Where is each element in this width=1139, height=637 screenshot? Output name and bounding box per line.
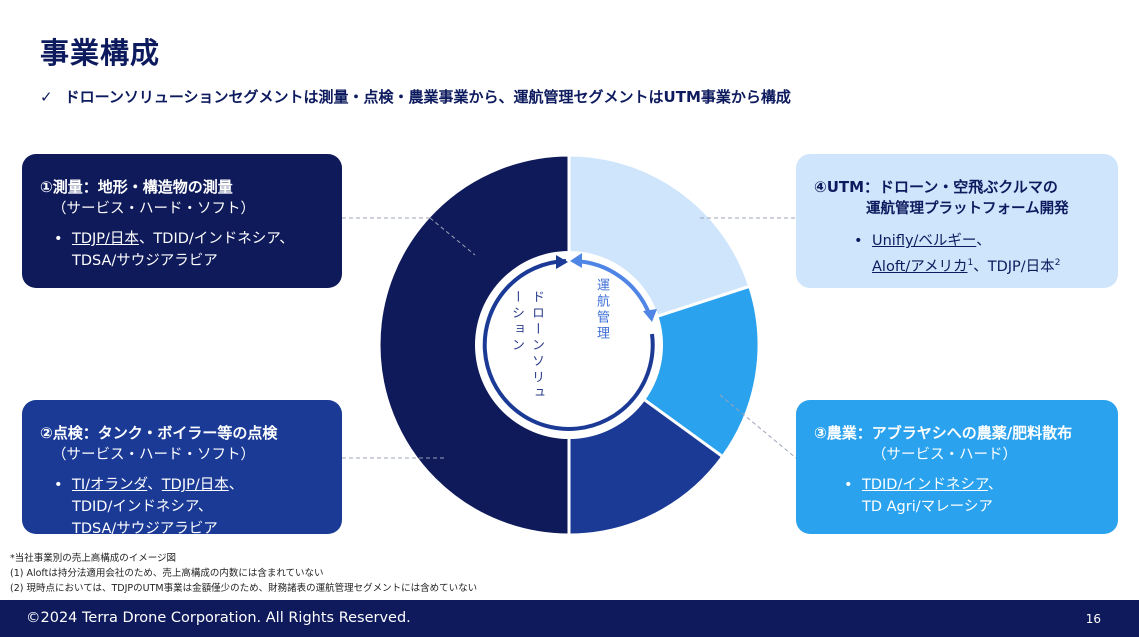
link-tdjp: TDJP/日本 [161, 477, 229, 493]
survey-line1-rest: 、TDID/インドネシア、 [138, 231, 294, 247]
list-item: • TI/オランダ、TDJP/日本、 TDID/インドネシア、 TDSA/サウジアラビ… [54, 474, 324, 540]
utm-list: • Unifly/ベルギー、 Aloft/アメリカ1、TDJP/日本2 [814, 230, 1100, 278]
list-item: • Unifly/ベルギー、 Aloft/アメリカ1、TDJP/日本2 [854, 230, 1100, 278]
agri-heading: ③農業：アブラヤシへの農薬/肥料散布 [814, 424, 1073, 442]
inspection-sub: （サービス・ハード・ソフト） [52, 447, 255, 463]
inspection-sep: 、 [147, 477, 162, 493]
subtitle-text: ドローンソリューションセグメントは測量・点検・農業事業から、運航管理セグメントは… [64, 88, 791, 106]
footnotes: *当社事業別の売上高構成のイメージ図 (1) Aloftは持分法適用会社のため、… [10, 551, 477, 596]
agri-l1-end: 、 [987, 477, 1003, 493]
drone-solution-label: ドローンソリューション [509, 290, 544, 402]
utm-l1-end: 、 [976, 233, 991, 249]
agri-list: • TDID/インドネシア、 TD Agri/マレーシア [814, 474, 1100, 518]
connector-survey-diag [429, 217, 476, 256]
agri-line2: TD Agri/マレーシア [862, 499, 993, 515]
note-2: (2) 現時点においては、TDJPのUTM事業は金額僅少のため、財務諸表の運航管… [10, 583, 478, 594]
inspection-line3: TDSA/サウジアラビア [72, 521, 218, 537]
note-1: (1) Aloftは持分法適用会社のため、売上高構成の内数には含まれていない [10, 568, 324, 579]
flight-mgmt-arrowhead-top [570, 253, 582, 268]
check-icon: ✓ [40, 88, 53, 106]
utm-heading-2: 運航管理プラットフォーム開発 [866, 201, 1069, 217]
survey-sub: （サービス・ハード・ソフト） [52, 201, 255, 217]
survey-heading: ①測量：地形・構造物の測量 [40, 178, 233, 196]
note-0: *当社事業別の売上高構成のイメージ図 [10, 553, 177, 564]
bullet-icon: • [844, 477, 853, 493]
link-tdjp: TDJP/日本 [72, 231, 139, 247]
survey-list: • TDJP/日本、TDID/インドネシア、 TDSA/サウジアラビア [40, 228, 324, 272]
flight-mgmt-label: 運航管理 [594, 278, 609, 342]
bullet-icon: • [54, 231, 63, 247]
footnote-1: 1 [967, 258, 974, 268]
subtitle: ✓ ドローンソリューションセグメントは測量・点検・農業事業から、運航管理セグメント… [40, 86, 791, 107]
link-ti: TI/オランダ [72, 477, 148, 493]
agri-sub: （サービス・ハード） [872, 447, 1017, 463]
inspection-end: 、 [228, 477, 244, 493]
bullet-icon: • [854, 233, 863, 249]
bullet-icon: • [54, 477, 63, 493]
box-inspection: ②点検：タンク・ボイラー等の点検 （サービス・ハード・ソフト） • TI/オランダ… [22, 400, 342, 537]
page-number: 16 [1085, 612, 1101, 626]
inspection-line2: TDID/インドネシア、 [72, 499, 213, 515]
footnote-2: 2 [1054, 258, 1061, 268]
connector-agri [719, 394, 797, 459]
inspection-list: • TI/オランダ、TDJP/日本、 TDID/インドネシア、 TDSA/サウジアラビ… [40, 474, 324, 540]
box-survey: ①測量：地形・構造物の測量 （サービス・ハード・ソフト） • TDJP/日本、TD… [22, 154, 342, 288]
footer: ©2024 Terra Drone Corporation. All Right… [0, 600, 1139, 637]
inspection-heading: ②点検：タンク・ボイラー等の点検 [40, 424, 278, 442]
box-utm: ④UTM：ドローン・空飛ぶクルマの 運航管理プラットフォーム開発 • Unifly… [796, 154, 1118, 288]
flight-mgmt-arrow [573, 259, 652, 317]
slice-agri [565, 284, 761, 459]
slice-survey [377, 153, 571, 537]
link-tdid: TDID/インドネシア [862, 477, 988, 493]
utm-heading-1: ④UTM：ドローン・空飛ぶクルマの [814, 178, 1058, 196]
page-title: 事業構成 [40, 36, 161, 70]
flight-mgmt-arrowhead-right [643, 309, 657, 322]
link-aloft: Aloft/アメリカ [872, 258, 968, 275]
drone-solution-arrow [482, 259, 655, 431]
list-item: • TDJP/日本、TDID/インドネシア、 TDSA/サウジアラビア [54, 228, 324, 272]
link-unifly: Unifly/ベルギー [872, 233, 977, 249]
survey-line2: TDSA/サウジアラビア [72, 253, 218, 269]
box-agri: ③農業：アブラヤシへの農薬/肥料散布 （サービス・ハード） • TDID/インドネ… [796, 400, 1118, 534]
list-item: • TDID/インドネシア、 TD Agri/マレーシア [844, 474, 1100, 518]
copyright: ©2024 Terra Drone Corporation. All Right… [26, 610, 411, 626]
donut-hole [475, 251, 663, 439]
drone-solution-arrowhead [556, 255, 568, 269]
utm-l2-rest: 、TDJP/日本 [973, 258, 1055, 275]
